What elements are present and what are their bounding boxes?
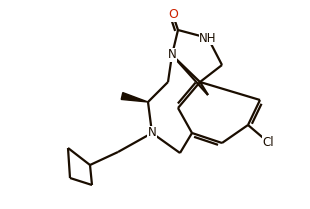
Text: N: N [148, 126, 156, 139]
Text: NH: NH [199, 32, 217, 45]
Polygon shape [121, 93, 148, 102]
Text: Cl: Cl [262, 135, 274, 149]
Text: N: N [168, 48, 176, 61]
Text: O: O [168, 9, 178, 22]
